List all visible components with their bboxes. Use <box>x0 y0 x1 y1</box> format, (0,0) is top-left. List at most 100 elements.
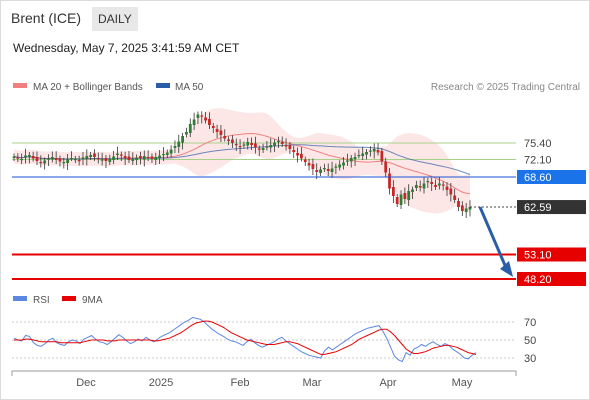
candle-body <box>257 148 261 150</box>
candle-body <box>150 156 154 159</box>
candle-body <box>12 156 16 158</box>
candle-body <box>434 185 437 187</box>
resistance-label: 72.10 <box>524 155 552 167</box>
candle-body <box>54 158 58 160</box>
candle-body <box>104 158 108 161</box>
candle-body <box>334 166 338 168</box>
candle-body <box>227 139 230 141</box>
x-axis-label: Dec <box>76 377 96 389</box>
candle-body <box>43 160 47 164</box>
candle-body <box>24 155 27 158</box>
current-price-tag <box>517 170 586 184</box>
ma20-legend-swatch <box>13 83 27 88</box>
candle-body <box>165 152 169 155</box>
candle-body <box>169 149 173 154</box>
timeframe-badge[interactable]: DAILY <box>92 7 138 31</box>
candle-body <box>288 145 292 149</box>
candle-body <box>449 188 453 195</box>
candle-body <box>468 207 472 210</box>
candle-body <box>93 153 96 157</box>
candle-body <box>460 205 464 211</box>
candle-body <box>395 197 399 204</box>
candle-body <box>70 158 73 160</box>
candle-body <box>219 130 223 135</box>
candle-body <box>330 168 334 172</box>
candle-body <box>188 124 192 133</box>
rsi-legend-swatch <box>13 296 27 301</box>
candle-body <box>20 159 24 161</box>
candle-body <box>181 136 185 143</box>
candle-body <box>39 162 43 164</box>
candle-body <box>204 117 207 121</box>
candle-body <box>31 156 35 159</box>
candle-body <box>131 159 135 161</box>
candle-body <box>349 158 353 162</box>
candle-body <box>430 182 434 184</box>
candle-body <box>284 145 288 147</box>
candle-body <box>242 144 246 146</box>
candle-body <box>254 143 257 148</box>
ma50-line <box>13 144 471 175</box>
ma50-legend-label: MA 50 <box>175 82 204 93</box>
x-axis-label: May <box>452 377 473 389</box>
candle-body <box>47 158 50 160</box>
candle-body <box>265 146 269 148</box>
candle-body <box>353 157 357 159</box>
candle-body <box>100 159 104 161</box>
candle-body <box>411 189 414 192</box>
rsi-ma-legend-swatch <box>62 296 76 301</box>
candle-body <box>391 187 395 196</box>
candle-body <box>162 154 165 156</box>
candle-body <box>200 115 204 117</box>
last-price-label: 62.59 <box>524 202 552 214</box>
candle-body <box>445 186 449 190</box>
candle-body <box>142 156 146 160</box>
candle-body <box>119 154 123 156</box>
candle-body <box>261 148 265 150</box>
candle-body <box>357 155 361 157</box>
x-axis-label: Apr <box>379 377 396 389</box>
candle-body <box>292 150 296 152</box>
rsi-ma-legend-label: 9MA <box>82 295 103 306</box>
candle-body <box>158 155 162 158</box>
candle-body <box>376 150 380 153</box>
candle-body <box>299 154 303 159</box>
rsi-tick-label: 70 <box>524 317 536 329</box>
candle-body <box>196 114 200 118</box>
candle-body <box>62 162 66 164</box>
candle-body <box>58 158 62 162</box>
support-label: 53.10 <box>524 250 552 262</box>
x-axis-label: 2025 <box>149 377 173 389</box>
rsi-line <box>13 316 477 363</box>
candle-body <box>422 183 426 189</box>
candle-body <box>464 208 468 212</box>
candle-body <box>208 119 211 125</box>
candle-body <box>437 183 441 186</box>
header-bar: Brent (ICE) DAILY <box>0 0 590 36</box>
candle-body <box>457 201 460 207</box>
credit-text: Research © 2025 Trading Central <box>431 82 580 93</box>
rsi-legend-label: RSI <box>33 295 50 306</box>
support-tag <box>517 272 586 286</box>
candle-body <box>277 141 280 143</box>
candle-body <box>173 146 177 148</box>
support-label: 48.20 <box>524 274 552 286</box>
candle-body <box>365 152 368 155</box>
candle-body <box>384 162 388 173</box>
candle-body <box>123 156 127 158</box>
x-axis-label: Mar <box>303 377 322 389</box>
resistance-label: 75.40 <box>524 138 552 150</box>
candle-body <box>66 159 70 163</box>
candle-body <box>89 155 93 157</box>
candle-body <box>73 159 77 161</box>
current-price-label: 68.60 <box>524 172 552 184</box>
candle-body <box>269 145 273 148</box>
candle-body <box>380 151 384 161</box>
candle-body <box>238 146 242 148</box>
candle-body <box>127 156 131 160</box>
candle-body <box>311 164 315 169</box>
candle-body <box>338 164 342 168</box>
candle-body <box>303 159 307 162</box>
candle-body <box>50 157 54 160</box>
candle-body <box>250 143 253 145</box>
